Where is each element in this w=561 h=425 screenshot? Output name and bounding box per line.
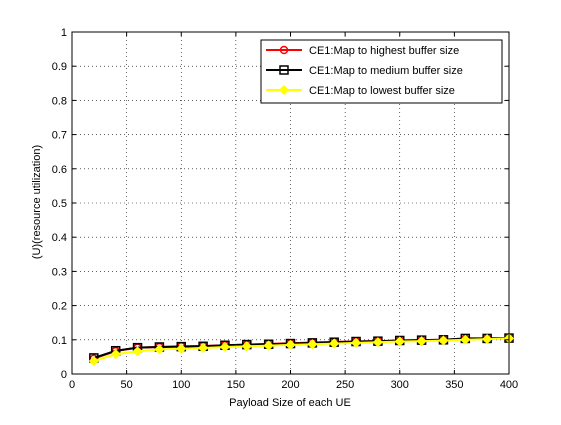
x-axis-label: Payload Size of each UE: [229, 397, 351, 409]
data-point: [198, 342, 209, 354]
y-axis-label: (U)(resource utilization): [31, 145, 43, 259]
y-tick-label: 0.1: [52, 335, 67, 347]
x-tick-label: 350: [445, 379, 463, 391]
data-point: [176, 343, 187, 354]
legend: CE1:Map to highest buffer size CE1:Map to…: [260, 39, 503, 104]
y-tick-label: 0.7: [52, 130, 67, 142]
data-point: [219, 341, 231, 353]
legend-item: CE1:Map to medium buffer size: [266, 65, 463, 77]
y-tick-label: 0: [61, 369, 67, 381]
x-tick-label: 400: [500, 379, 518, 391]
y-tick-label: 0.6: [52, 164, 67, 176]
y-tick-label: 0.4: [52, 232, 67, 244]
y-tick-label: 0.8: [52, 95, 67, 107]
x-tick-label: 50: [121, 379, 133, 391]
data-point: [263, 340, 274, 351]
y-tick-label: 0.3: [52, 266, 67, 278]
x-tick-label: 300: [391, 379, 409, 391]
data-point: [329, 338, 340, 349]
axes-layer: 0 50 100 150 200 250 300 350 400 0 0.1 0.2 0.3 0.4 0.5…: [52, 27, 518, 391]
y-tick-label: 1: [61, 27, 67, 39]
series-layer: [88, 333, 515, 367]
x-tick-label: 100: [172, 379, 190, 391]
data-point: [372, 337, 383, 348]
series-3: [88, 333, 515, 367]
x-tick-label: 0: [69, 379, 75, 391]
data-point: [241, 341, 252, 352]
data-point: [88, 355, 99, 367]
data-point: [132, 346, 143, 357]
legend-label: CE1:Map to medium buffer size: [309, 65, 463, 77]
legend-marker: [279, 45, 289, 55]
data-point: [307, 339, 318, 350]
data-point: [285, 339, 296, 350]
y-tick-label: 0.5: [52, 198, 67, 210]
legend-item: CE1:Map to highest buffer size: [266, 45, 459, 57]
legend-item: CE1:Map to lowest buffer size: [266, 84, 455, 97]
data-point: [438, 335, 449, 346]
legend-label: CE1:Map to lowest buffer size: [309, 85, 455, 97]
data-point: [394, 336, 405, 347]
x-tick-label: 200: [281, 379, 299, 391]
legend-marker: [278, 84, 290, 96]
x-tick-label: 150: [227, 379, 245, 391]
series-2: [89, 333, 514, 363]
data-point: [350, 337, 362, 348]
data-point: [154, 344, 165, 355]
x-tick-label: 250: [336, 379, 354, 391]
legend-marker: [279, 65, 289, 75]
y-tick-label: 0.9: [52, 61, 67, 73]
data-point: [416, 336, 427, 347]
data-point: [460, 334, 471, 345]
y-tick-label: 0.2: [52, 301, 67, 313]
data-point: [110, 349, 121, 360]
data-point: [482, 334, 493, 345]
legend-label: CE1:Map to highest buffer size: [309, 45, 459, 57]
